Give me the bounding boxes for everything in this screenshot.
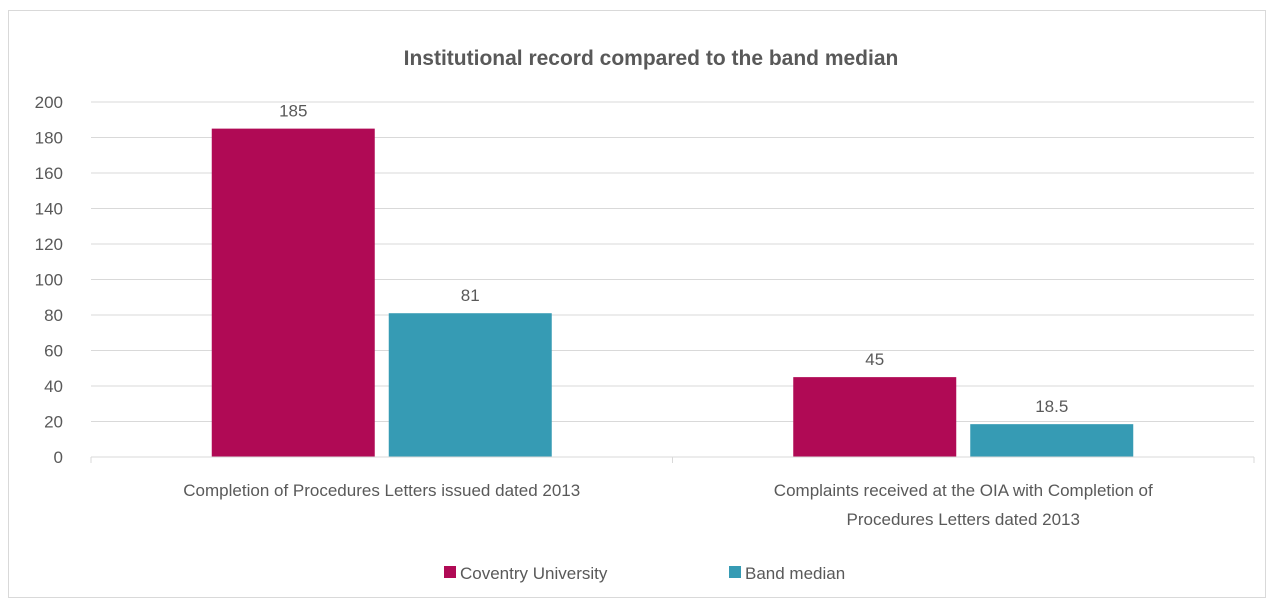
y-tick-label: 180 — [35, 129, 63, 148]
data-label: 81 — [461, 286, 480, 305]
bar-band-median — [388, 313, 552, 457]
y-axis-tick-labels: 0 20 40 60 80 100 120 140 160 180 200 — [35, 93, 63, 467]
data-labels: 185 81 45 18.5 — [279, 102, 1068, 417]
bar-chart: Institutional record compared to the ban… — [35, 47, 1255, 583]
data-label: 18.5 — [1035, 397, 1068, 416]
category-label: Complaints received at the OIA with Comp… — [774, 481, 1153, 500]
legend-label: Coventry University — [460, 564, 608, 583]
y-tick-label: 200 — [35, 93, 63, 112]
y-tick-label: 140 — [35, 200, 63, 219]
legend-swatch — [729, 566, 741, 578]
bar-coventry-university — [793, 377, 957, 457]
y-tick-label: 160 — [35, 164, 63, 183]
data-label: 45 — [865, 350, 884, 369]
y-tick-label: 120 — [35, 235, 63, 254]
data-label: 185 — [279, 102, 307, 121]
legend-swatch — [444, 566, 456, 578]
bar-band-median — [970, 424, 1134, 457]
bars — [211, 128, 1134, 457]
x-axis — [90, 456, 1255, 463]
category-label: Procedures Letters dated 2013 — [847, 510, 1080, 529]
y-tick-label: 100 — [35, 271, 63, 290]
y-tick-label: 20 — [44, 413, 63, 432]
chart-frame: Institutional record compared to the ban… — [8, 10, 1266, 598]
legend-label: Band median — [745, 564, 845, 583]
legend: Coventry University Band median — [444, 564, 845, 583]
category-labels: Completion of Procedures Letters issued … — [183, 481, 1153, 529]
y-tick-label: 80 — [44, 306, 63, 325]
y-tick-label: 60 — [44, 342, 63, 361]
y-tick-label: 0 — [54, 448, 63, 467]
bar-coventry-university — [211, 128, 375, 457]
category-label: Completion of Procedures Letters issued … — [183, 481, 580, 500]
y-tick-label: 40 — [44, 377, 63, 396]
chart-title: Institutional record compared to the ban… — [404, 47, 899, 70]
